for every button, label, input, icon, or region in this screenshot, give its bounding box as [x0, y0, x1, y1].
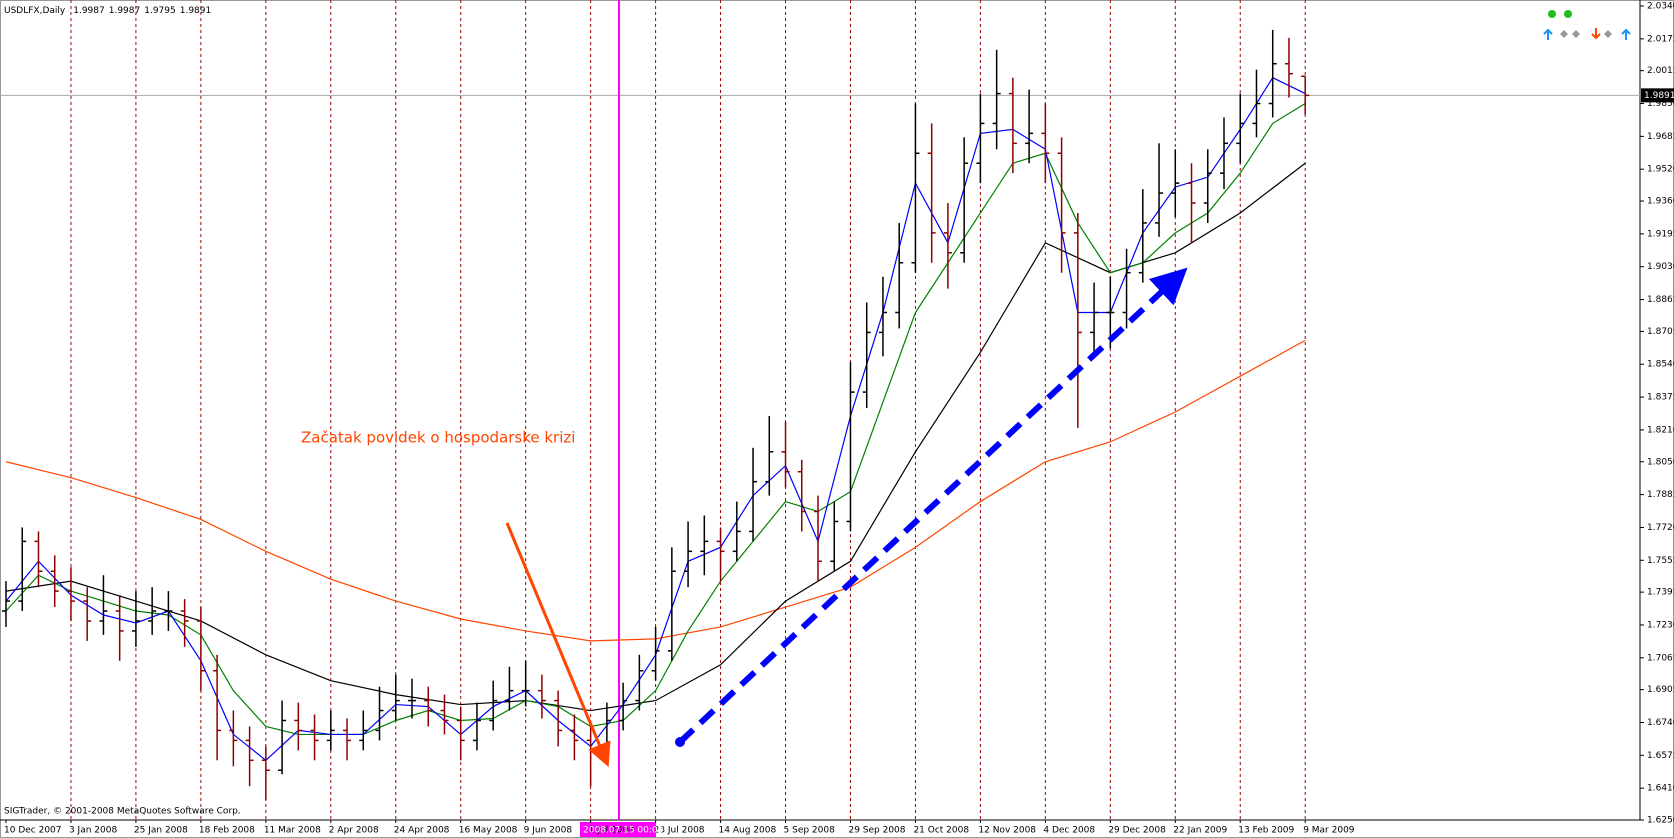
- cursor-label-box: [580, 822, 656, 837]
- x-tick-label: 3 Jan 2008: [69, 826, 117, 836]
- y-tick-label: 1.6575: [1647, 751, 1674, 761]
- x-tick-label: 14 Aug 2008: [719, 826, 777, 836]
- y-tick-label: 1.6740: [1647, 718, 1674, 728]
- x-tick-label: 29 Sep 2008: [848, 826, 905, 836]
- x-labels: 10 Dec 2007 3 Jan 2008 25 Jan 2008 18 Feb 2…: [4, 820, 1355, 836]
- y-tick-label: 1.7395: [1647, 588, 1674, 598]
- low-value: 1.9795: [144, 6, 176, 16]
- y-tick-label: 2.0340: [1647, 2, 1674, 12]
- y-tick-label: 1.6905: [1647, 685, 1674, 695]
- y-tick-label: 2.0175: [1647, 34, 1674, 44]
- x-tick-label: 13 Feb 2009: [1238, 826, 1294, 836]
- y-tick-label: 1.9360: [1647, 197, 1674, 207]
- price-label: 1.9891: [1644, 91, 1674, 101]
- y-tick-label: 1.8210: [1647, 425, 1674, 435]
- open-value: 1.9987: [73, 6, 105, 16]
- chart-header: USDLFX,Daily 1.9987 1.9987 1.9795 1.9891: [4, 6, 211, 16]
- indicator-line: [5, 162, 1306, 712]
- x-tick-label: 18 Feb 2008: [199, 826, 255, 836]
- x-tick-label: 9 Mar 2009: [1303, 826, 1355, 836]
- x-tick-label: 23 Jul 2008: [654, 826, 705, 836]
- y-tick-label: 1.8050: [1647, 457, 1674, 467]
- axis: 2.0340 2.0175 2.0015 1.9850 1.9685 1.9520 1.93…: [1640, 2, 1674, 826]
- x-tick-label: 22 Jan 2009: [1173, 826, 1227, 836]
- cursor-label: 2008.07.15 00:00: [583, 826, 664, 836]
- y-tick-label: 1.9850: [1647, 99, 1674, 109]
- indicator-line: [5, 103, 1306, 736]
- y-tick-label: 1.7065: [1647, 653, 1674, 663]
- indicator-icons: [1543, 10, 1631, 40]
- x-tick-label: 21 Oct 2008: [913, 826, 969, 836]
- y-tick-label: 1.6410: [1647, 784, 1674, 794]
- annotation: Začatak povidek o hospodarske krizi: [301, 429, 575, 447]
- x-tick-label: 11 Mar 2008: [264, 826, 321, 836]
- x-tick-label: 16 May 2008: [459, 826, 518, 836]
- y-tick-label: 1.7555: [1647, 556, 1674, 566]
- y-tick-label: 1.7720: [1647, 523, 1674, 533]
- x-tick-label: 10 Dec 2007: [4, 826, 62, 836]
- x-tick-label: 25 Jan 2008: [134, 826, 188, 836]
- y-tick-label: 1.7230: [1647, 620, 1674, 630]
- x-tick-label: 24 Apr 2008: [394, 826, 450, 836]
- trend-start: [675, 737, 685, 747]
- x-tick-label: 2 Apr 2008: [329, 826, 379, 836]
- y-tick-label: 1.9520: [1647, 165, 1674, 175]
- x-tick-label: 12 Nov 2008: [978, 826, 1036, 836]
- annotation-arrow: [505, 522, 611, 768]
- x-tick-label: 29 Dec 2008: [1108, 826, 1166, 836]
- close-value: 1.9891: [180, 6, 212, 16]
- high-value: 1.9987: [109, 6, 141, 16]
- x-tick-label: 5 Sep 2008: [784, 826, 836, 836]
- y-tick-label: 1.6250: [1647, 816, 1674, 826]
- y-tick-label: 1.8540: [1647, 360, 1674, 370]
- y-tick-label: 1.7885: [1647, 490, 1674, 500]
- y-tick-label: 1.8705: [1647, 327, 1674, 337]
- y-tick-label: 1.9685: [1647, 132, 1674, 142]
- y-tick-label: 2.0015: [1647, 66, 1674, 76]
- y-tick-label: 1.8375: [1647, 393, 1674, 403]
- x-tick-label: 1 Jul 2008: [589, 826, 634, 836]
- y-tick-label: 1.9030: [1647, 262, 1674, 272]
- chart-title: USDLFX,Daily: [4, 6, 66, 16]
- x-tick-label: 9 Jun 2008: [524, 826, 573, 836]
- y-tick-label: 1.9195: [1647, 229, 1674, 239]
- footer: SIGTrader, © 2001-2008 MetaQuotes Softwa…: [4, 807, 241, 817]
- x-tick-label: 4 Dec 2008: [1043, 826, 1095, 836]
- price-box: [1641, 88, 1674, 103]
- y-tick-label: 1.8865: [1647, 295, 1674, 305]
